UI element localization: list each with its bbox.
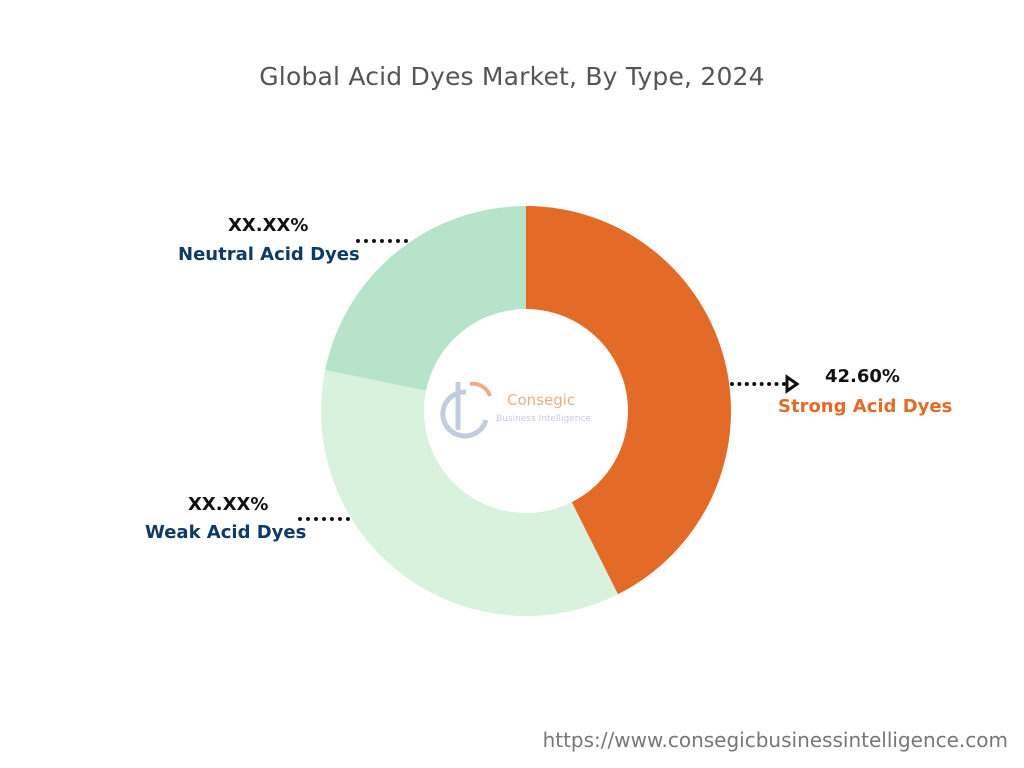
strong-arrow-icon [785, 374, 800, 394]
watermark-tagline: Business Intelligence [496, 414, 591, 424]
weak-leader-dots [298, 517, 350, 521]
strong-leader-dots [730, 382, 786, 386]
logo-ring-icon [440, 389, 489, 439]
logo-arc-icon [469, 381, 492, 397]
neutral-leader-dots [356, 239, 408, 243]
weak-value-label: XX.XX% [188, 494, 269, 515]
strong-value-label: 42.60% [825, 366, 900, 387]
watermark-logo: Consegic Business Intelligence [440, 381, 591, 439]
strong-category-label: Strong Acid Dyes [778, 396, 953, 417]
weak-category-label: Weak Acid Dyes [145, 522, 307, 543]
chart-title: Global Acid Dyes Market, By Type, 2024 [259, 62, 765, 91]
watermark-name: Consegic [507, 391, 575, 409]
neutral-category-label: Neutral Acid Dyes [178, 244, 360, 265]
donut-hole [424, 309, 628, 513]
footer-url[interactable]: https://www.consegicbusinessintelligence… [542, 728, 1008, 752]
neutral-value-label: XX.XX% [228, 215, 309, 236]
